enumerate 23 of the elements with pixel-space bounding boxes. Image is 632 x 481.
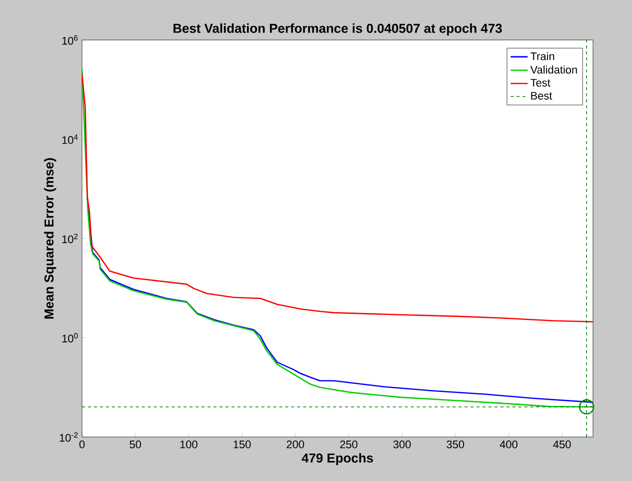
x-axis-title: 479 Epochs [302, 453, 373, 466]
x-tick-label: 100 [180, 440, 198, 448]
y-tick-label: 10$^{0}$ [62, 333, 78, 342]
legend-label: Test [530, 78, 550, 87]
y-tick-label: 10$^{-2}$ [60, 432, 78, 442]
x-tick-label: 50 [130, 440, 142, 448]
x-tick-label: 400 [500, 440, 518, 448]
x-tick-label: 200 [286, 440, 304, 448]
chart-title: Best Validation Performance is 0.040507 at epoch 473 [174, 23, 502, 36]
x-tick-label: 250 [340, 440, 358, 448]
y-tick-label: 10$^{4}$ [62, 134, 78, 144]
y-tick-label: 10$^{6}$ [62, 35, 78, 45]
legend-label: Best [531, 92, 552, 100]
x-tick-label: 0 [79, 440, 85, 448]
line-series [82, 72, 594, 322]
x-tick-label: 450 [553, 440, 571, 448]
x-tick-label: 150 [234, 440, 251, 448]
x-tick-label: 300 [393, 440, 411, 448]
y-tick-label: 10$^{2}$ [62, 234, 78, 244]
legend-label: Validation [530, 66, 577, 74]
x-tick-label: 350 [446, 440, 464, 448]
y-axis-title: Mean Squared Error (mse) [44, 158, 56, 319]
legend-label: Train [530, 52, 554, 60]
